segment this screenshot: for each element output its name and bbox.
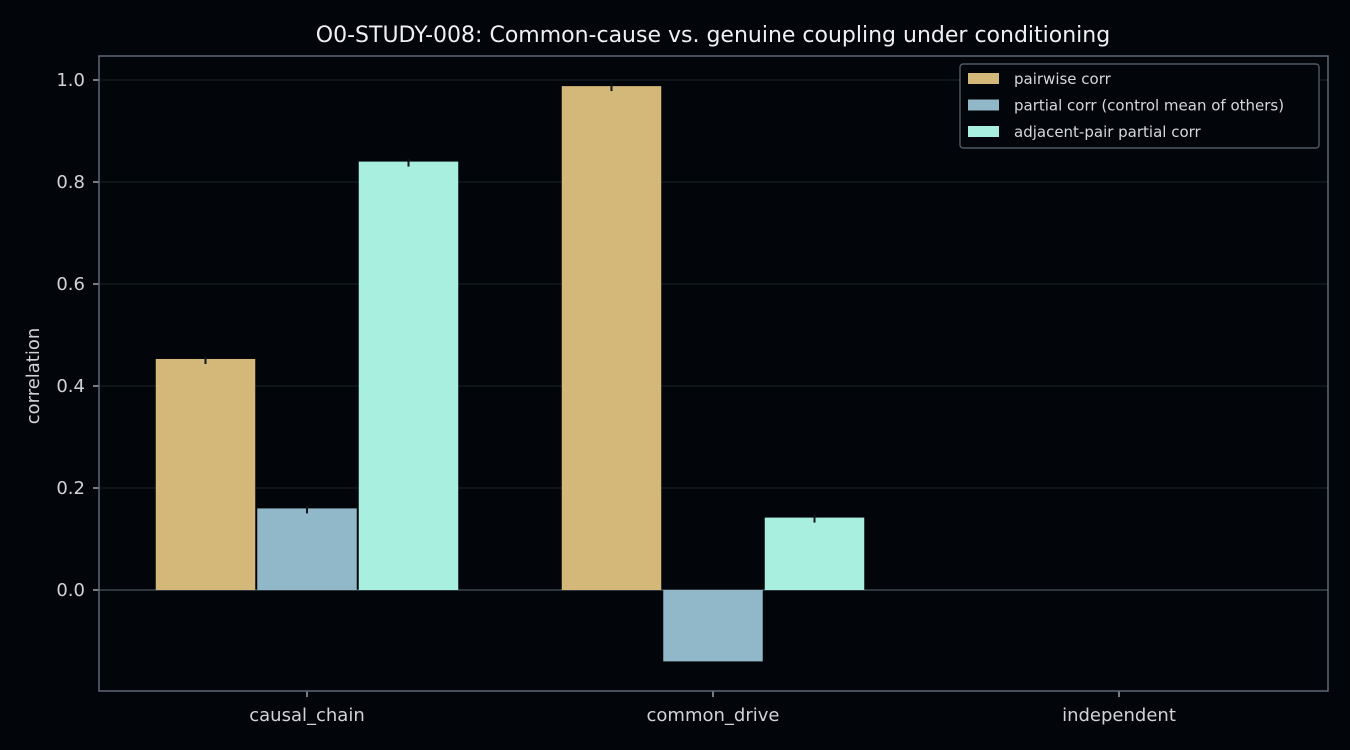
y-tick-label: 0.8 [56, 172, 85, 193]
bar-causal_chain-1 [257, 508, 357, 590]
legend-swatch [968, 99, 999, 111]
x-tick-label: causal_chain [249, 705, 365, 726]
y-tick-label: 0.2 [56, 478, 85, 499]
legend-label: adjacent-pair partial corr [1014, 123, 1202, 141]
y-tick-label: 0.6 [56, 274, 85, 295]
legend-label: pairwise corr [1014, 70, 1112, 88]
x-tick-label: independent [1062, 705, 1176, 726]
chart-title: O0-STUDY-008: Common-cause vs. genuine c… [316, 23, 1110, 48]
plot-frame [98, 55, 1329, 692]
bars [155, 83, 865, 662]
legend: pairwise corr partial corr (control mean … [959, 63, 1320, 149]
x-tick-label: common_drive [647, 705, 780, 726]
legend-swatch [968, 73, 999, 84]
y-tick-label: 1.0 [56, 70, 85, 91]
y-axis-label: correlation [23, 328, 44, 425]
bar-common_drive-0 [561, 86, 662, 591]
legend-swatch [968, 126, 999, 137]
y-tick-label: 0.4 [56, 376, 85, 397]
bar-causal_chain-0 [155, 358, 256, 590]
y-axis-ticks: 0.0 0.2 0.4 0.6 0.8 1.0 [56, 70, 99, 601]
bar-common_drive-2 [764, 517, 865, 590]
bar-common_drive-1 [663, 590, 763, 662]
y-tick-label: 0.0 [56, 580, 85, 601]
x-axis-ticks: causal_chain common_drive independent [249, 691, 1176, 726]
legend-box [959, 63, 1320, 149]
legend-label: partial corr (control mean of others) [1014, 97, 1284, 115]
bar-causal_chain-2 [358, 161, 459, 590]
